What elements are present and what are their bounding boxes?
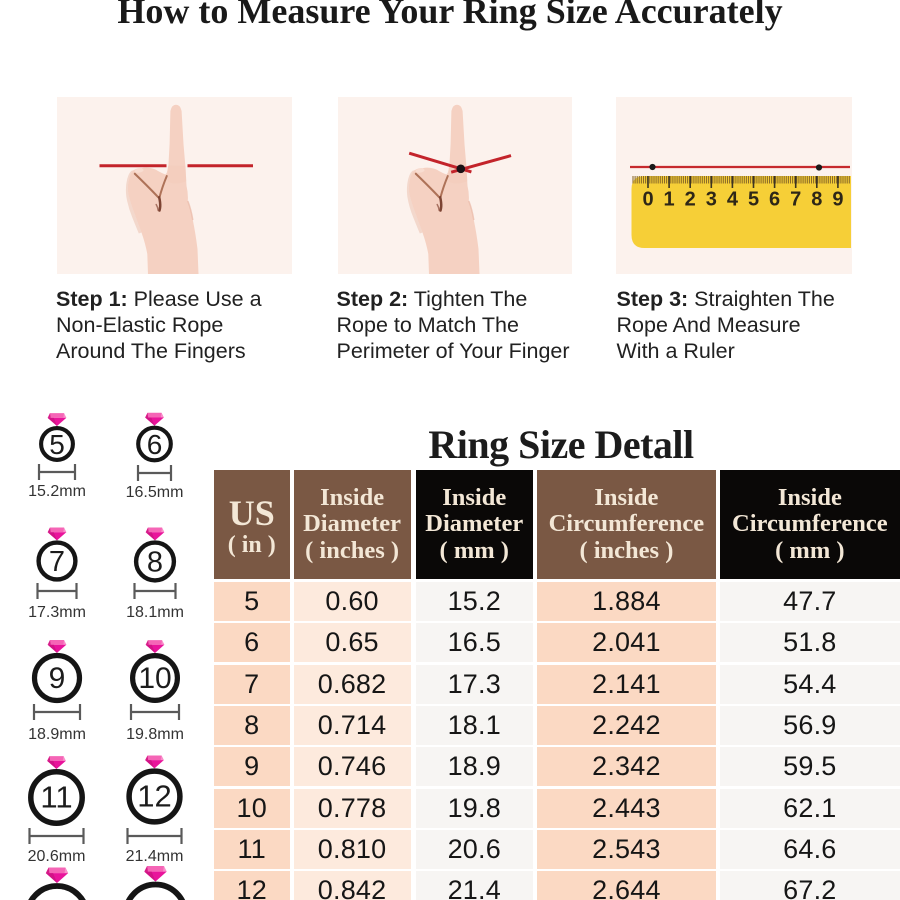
- svg-text:9: 9: [832, 189, 843, 211]
- svg-text:8: 8: [811, 189, 822, 211]
- svg-text:20.6mm: 20.6mm: [28, 848, 86, 865]
- svg-text:21.4mm: 21.4mm: [126, 848, 184, 865]
- svg-text:7: 7: [49, 546, 65, 578]
- svg-text:1: 1: [664, 189, 675, 211]
- svg-text:12: 12: [137, 779, 171, 814]
- svg-text:6: 6: [147, 429, 163, 460]
- svg-text:19.8mm: 19.8mm: [126, 726, 184, 743]
- svg-text:11: 11: [40, 780, 72, 815]
- svg-text:7: 7: [790, 189, 801, 211]
- svg-text:0: 0: [642, 189, 653, 211]
- svg-text:9: 9: [49, 662, 66, 695]
- svg-text:10: 10: [138, 662, 171, 695]
- svg-text:8: 8: [147, 547, 163, 579]
- svg-text:18.1mm: 18.1mm: [126, 604, 184, 621]
- svg-text:5: 5: [49, 429, 65, 460]
- svg-text:16.5mm: 16.5mm: [126, 484, 184, 501]
- svg-text:15.2mm: 15.2mm: [28, 483, 86, 500]
- svg-text:3: 3: [706, 189, 717, 211]
- svg-text:2: 2: [685, 189, 696, 211]
- svg-text:6: 6: [769, 189, 780, 211]
- svg-text:5: 5: [748, 189, 759, 211]
- svg-text:17.3mm: 17.3mm: [28, 604, 86, 621]
- svg-text:18.9mm: 18.9mm: [28, 726, 86, 743]
- svg-text:4: 4: [727, 189, 739, 211]
